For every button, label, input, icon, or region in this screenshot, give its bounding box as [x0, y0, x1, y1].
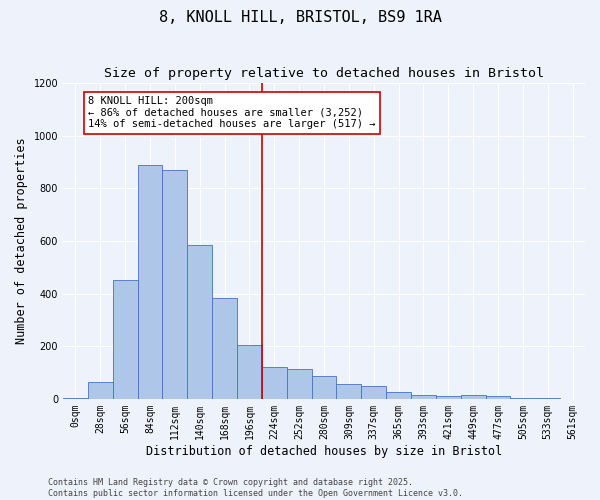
Title: Size of property relative to detached houses in Bristol: Size of property relative to detached ho… — [104, 68, 544, 80]
Bar — [386, 392, 411, 399]
Bar — [163, 170, 187, 399]
Bar — [361, 386, 386, 399]
Bar — [337, 384, 361, 399]
Bar — [137, 164, 163, 399]
Text: Contains HM Land Registry data © Crown copyright and database right 2025.
Contai: Contains HM Land Registry data © Crown c… — [48, 478, 463, 498]
Bar — [237, 345, 262, 399]
Bar — [187, 245, 212, 399]
X-axis label: Distribution of detached houses by size in Bristol: Distribution of detached houses by size … — [146, 444, 502, 458]
Text: 8 KNOLL HILL: 200sqm
← 86% of detached houses are smaller (3,252)
14% of semi-de: 8 KNOLL HILL: 200sqm ← 86% of detached h… — [88, 96, 376, 130]
Bar — [63, 398, 88, 399]
Bar — [311, 376, 337, 399]
Bar — [535, 398, 560, 399]
Bar — [113, 280, 137, 399]
Bar — [287, 368, 311, 399]
Bar — [485, 396, 511, 399]
Y-axis label: Number of detached properties: Number of detached properties — [15, 138, 28, 344]
Bar — [511, 398, 535, 399]
Bar — [212, 298, 237, 399]
Bar — [436, 396, 461, 399]
Bar — [411, 395, 436, 399]
Bar — [461, 395, 485, 399]
Bar — [262, 368, 287, 399]
Text: 8, KNOLL HILL, BRISTOL, BS9 1RA: 8, KNOLL HILL, BRISTOL, BS9 1RA — [158, 10, 442, 25]
Bar — [88, 382, 113, 399]
